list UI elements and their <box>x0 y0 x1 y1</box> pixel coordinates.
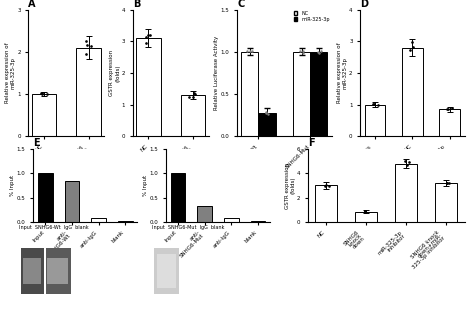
Bar <box>76 48 101 136</box>
Bar <box>224 218 239 222</box>
Text: C: C <box>237 0 244 9</box>
Y-axis label: % Input: % Input <box>143 175 148 196</box>
Bar <box>156 254 176 288</box>
Bar <box>32 94 56 136</box>
Bar <box>171 173 185 222</box>
Bar <box>241 52 258 136</box>
Bar <box>21 248 44 294</box>
Text: Input  SNHG6-Wt  IgG  blank: Input SNHG6-Wt IgG blank <box>19 225 89 230</box>
Bar <box>436 183 457 222</box>
Bar <box>64 181 79 222</box>
Bar <box>356 211 377 222</box>
Bar <box>197 206 212 222</box>
Text: D: D <box>360 0 368 9</box>
Text: E: E <box>33 138 40 148</box>
Bar <box>293 52 310 136</box>
Bar <box>310 52 328 136</box>
Bar <box>258 113 275 136</box>
Y-axis label: % Input: % Input <box>10 175 15 196</box>
Bar <box>365 105 385 136</box>
Y-axis label: GSTR expression
(folds): GSTR expression (folds) <box>109 50 120 96</box>
Bar <box>154 248 179 294</box>
Bar <box>181 95 205 136</box>
Bar <box>315 185 337 222</box>
Bar <box>402 48 423 136</box>
Text: A: A <box>28 0 36 9</box>
Bar <box>136 38 161 136</box>
Bar <box>439 109 460 136</box>
Bar <box>91 218 106 222</box>
Bar <box>23 258 41 284</box>
Bar <box>251 221 265 222</box>
Legend: NC, miR-325-3p: NC, miR-325-3p <box>292 10 331 23</box>
Y-axis label: Relative expression of
miR-325-3p: Relative expression of miR-325-3p <box>337 42 348 103</box>
Bar <box>46 248 71 294</box>
Bar <box>38 173 53 222</box>
Y-axis label: Relative expression of
miR-325-3p: Relative expression of miR-325-3p <box>5 42 16 103</box>
Bar <box>47 258 68 284</box>
Text: Input  SNHG6-Mut  IgG  blank: Input SNHG6-Mut IgG blank <box>152 225 224 230</box>
Y-axis label: Relative Luciferase Activity: Relative Luciferase Activity <box>214 36 219 110</box>
Text: F: F <box>308 138 315 148</box>
Bar <box>118 221 133 222</box>
Y-axis label: GSTR expression
(folds): GSTR expression (folds) <box>285 162 296 209</box>
Text: B: B <box>133 0 140 9</box>
Bar <box>395 164 417 222</box>
